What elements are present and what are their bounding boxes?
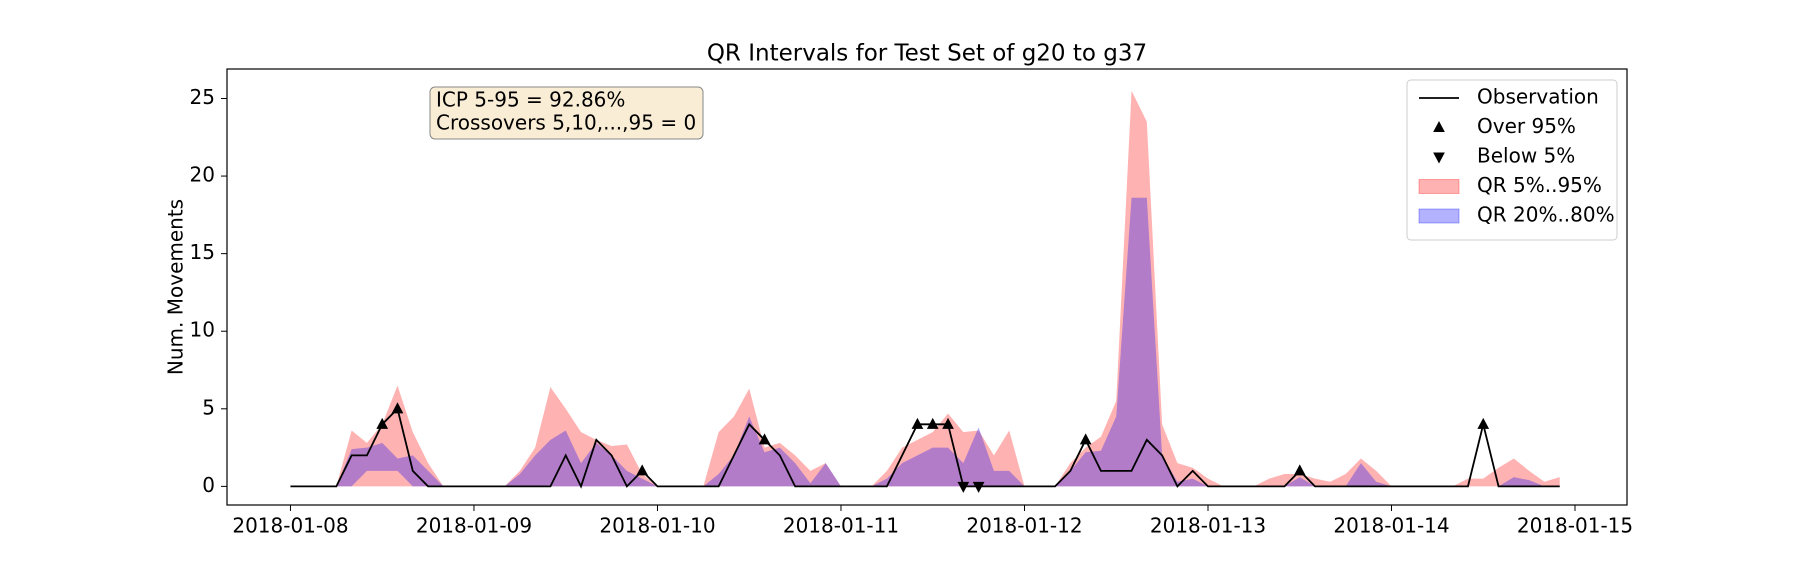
marker <box>636 464 649 476</box>
legend-swatch <box>1418 208 1460 224</box>
marker <box>1079 433 1092 445</box>
legend-label: QR 20%..80% <box>1477 203 1615 227</box>
legend-label: Over 95% <box>1477 114 1576 138</box>
marker <box>972 481 985 493</box>
y-tick-label: 0 <box>202 473 215 497</box>
quantile-band <box>290 90 1560 487</box>
legend-label: Below 5% <box>1477 144 1575 168</box>
x-tick-label: 2018-01-15 <box>1517 514 1633 538</box>
y-tick-label: 20 <box>190 163 215 187</box>
x-tick-label: 2018-01-10 <box>599 514 715 538</box>
annotation-text: ICP 5-95 = 92.86% <box>436 88 625 112</box>
marker <box>926 417 939 429</box>
marker <box>1477 417 1490 429</box>
observation-line <box>290 407 1560 489</box>
legend-label: QR 5%..95% <box>1477 173 1602 197</box>
x-tick-label: 2018-01-08 <box>232 514 348 538</box>
marker <box>1293 464 1306 476</box>
marker <box>911 417 924 429</box>
marker <box>376 417 389 429</box>
y-tick-label: 25 <box>190 85 215 109</box>
x-tick-label: 2018-01-09 <box>416 514 532 538</box>
y-axis-label: Num. Movements <box>164 199 188 375</box>
x-tick-label: 2018-01-13 <box>1150 514 1266 538</box>
marker <box>957 481 970 493</box>
plot-frame <box>226 68 1628 506</box>
annotation-box <box>429 86 704 140</box>
annotation-text: Crossovers 5,10,...,95 = 0 <box>436 111 696 135</box>
y-tick-label: 15 <box>190 240 215 264</box>
x-tick-label: 2018-01-14 <box>1333 514 1449 538</box>
legend-swatch <box>1433 152 1445 164</box>
marker <box>391 402 404 414</box>
marker <box>758 433 771 445</box>
legend-swatch <box>1433 121 1445 133</box>
chart-title: QR Intervals for Test Set of g20 to g37 <box>707 41 1147 67</box>
x-tick-label: 2018-01-12 <box>966 514 1082 538</box>
legend-box <box>1406 79 1618 241</box>
y-tick-label: 10 <box>190 318 215 342</box>
marker <box>942 417 954 429</box>
x-tick-label: 2018-01-11 <box>783 514 899 538</box>
y-tick-label: 5 <box>202 395 215 419</box>
legend-swatch <box>1418 179 1460 194</box>
legend-label: Observation <box>1477 85 1599 109</box>
